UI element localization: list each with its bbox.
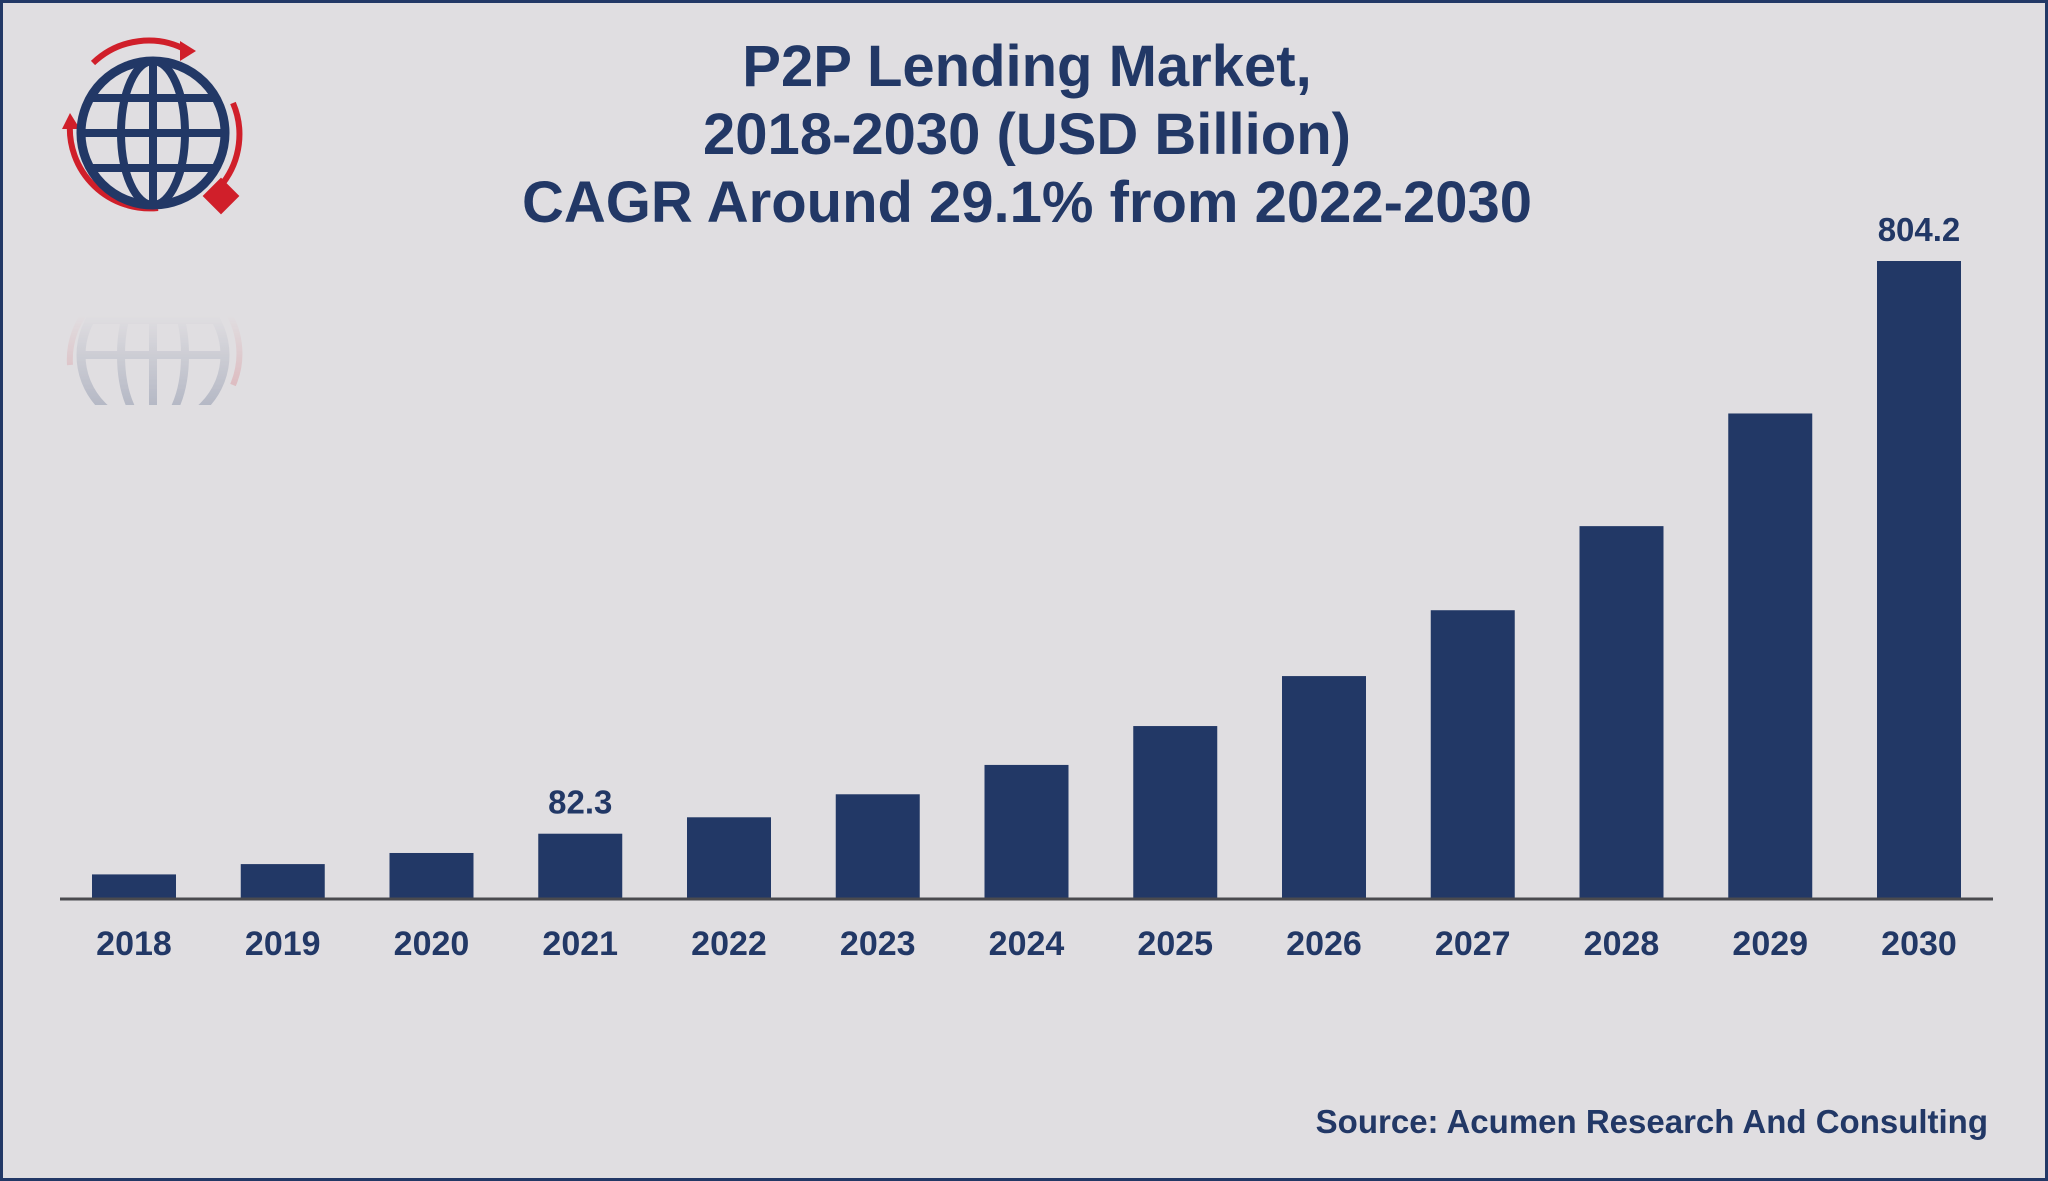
bar-2019 — [240, 864, 325, 899]
title-line-2: 2018-2030 (USD Billion) — [703, 102, 1351, 167]
title-line-1: P2P Lending Market, — [742, 34, 1312, 99]
chart-title: P2P Lending Market, 2018-2030 (USD Billi… — [403, 33, 1651, 237]
bar-2022 — [687, 817, 771, 899]
globe-icon — [58, 33, 258, 228]
x-tick-label-2024: 2024 — [989, 925, 1065, 963]
x-tick-label-2027: 2027 — [1435, 925, 1511, 963]
bar-2018 — [92, 874, 176, 899]
x-tick-label-2029: 2029 — [1732, 925, 1808, 963]
bar-2025 — [1133, 726, 1218, 899]
x-tick-label-2019: 2019 — [245, 925, 321, 963]
x-tick-label-2023: 2023 — [840, 925, 916, 963]
title-line-3: CAGR Around 29.1% from 2022-2030 — [522, 170, 1532, 235]
x-tick-label-2021: 2021 — [542, 925, 618, 963]
x-tick-label-2025: 2025 — [1137, 925, 1213, 963]
bar-2028 — [1579, 526, 1664, 899]
bar-2026 — [1282, 676, 1366, 899]
x-tick-label-2030: 2030 — [1881, 925, 1957, 963]
bar-2021 — [538, 833, 623, 899]
bar-chart: 2018 2019 2020 2021 2022 2023 2024 2025 2026 2027… — [60, 211, 1993, 963]
x-tick-label-2026: 2026 — [1286, 925, 1362, 963]
bar-2020 — [389, 852, 474, 899]
bar-2027 — [1430, 610, 1515, 899]
bar-2023 — [835, 794, 920, 899]
x-tick-label-2022: 2022 — [691, 925, 767, 963]
bar-2030 — [1877, 261, 1961, 899]
source-note: Source: Acumen Research And Consulting — [1315, 1103, 1988, 1140]
bar-2029 — [1728, 413, 1813, 899]
bar-2024 — [984, 764, 1069, 899]
data-label-2030: 804.2 — [1878, 211, 1961, 248]
data-label-2021: 82.3 — [548, 784, 612, 821]
x-tick-label-2028: 2028 — [1584, 925, 1660, 963]
x-tick-label-2020: 2020 — [394, 925, 470, 963]
x-tick-label-2018: 2018 — [96, 925, 172, 963]
